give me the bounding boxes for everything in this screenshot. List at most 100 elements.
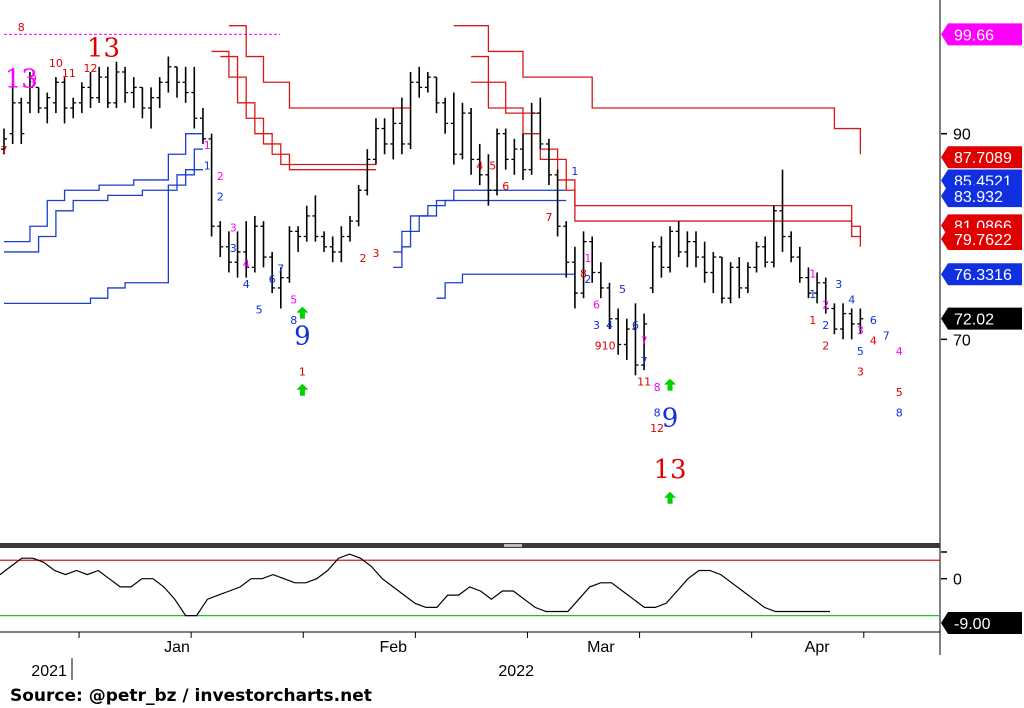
count-label: 910 [595,340,616,353]
price-tick-label: 90 [953,127,971,144]
price-axis: 907099.6687.708985.452183.93281.086679.7… [941,23,1022,634]
price-bar [26,71,33,114]
count-label: 4 [243,278,250,291]
count-label: 7 [883,329,890,342]
price-bar [372,118,379,165]
price-bars [1,56,864,376]
osc-tick-label: 0 [953,572,962,589]
count-label: 7 [545,211,552,224]
price-bar [347,215,353,242]
price-bar [122,66,129,103]
buy-arrow-icon [296,383,309,396]
price-bar [407,71,414,150]
price-bar [822,277,829,314]
buy-arrow-icon [664,491,677,504]
price-bar [675,221,682,258]
price-bar [580,231,587,299]
price-bar [753,241,760,273]
price-bar [18,97,25,144]
price-bar [537,97,544,150]
blue-line-2 [4,169,203,304]
price-bar [485,154,492,206]
year-label: 2021 [31,663,67,680]
price-bar [243,221,250,278]
count-label: 2 [822,340,829,353]
price-bar [148,87,155,129]
count-label: 3 [230,221,237,234]
price-bar [571,246,578,309]
price-bar [520,133,526,180]
count-label: 4 [870,334,877,347]
price-bar [545,138,552,186]
price-bar [390,107,397,160]
count-label: 12 [650,422,664,435]
price-bar [727,262,734,304]
count-label: 8 [896,406,903,419]
red-line-1 [471,55,861,239]
red-line-3 [228,25,411,109]
oscillator-panel [0,553,940,617]
price-bar [597,262,604,299]
osc-line [0,553,830,617]
price-bar [718,256,725,304]
count-label: 6 [870,314,877,327]
price-bar [277,267,284,309]
price-label: 76.3316 [941,263,1022,286]
count-label: 4 [896,345,903,358]
price-bar [615,308,622,355]
count-label: 4 [243,257,250,270]
price-bar [364,149,371,196]
price-bar [848,308,855,340]
price-bar [338,226,345,263]
price-bar [208,133,215,237]
price-bar [779,169,786,252]
count-label-large: 9 [662,404,679,434]
count-label: 8 [654,381,661,394]
count-label: 5 [256,304,263,317]
count-label: 7 [277,263,284,276]
price-bar [502,128,509,170]
price-bar [321,231,328,252]
count-label: 11 [637,376,651,389]
count-label-large: 9 [294,321,311,351]
count-label: 5 [896,386,903,399]
count-label: 2 [584,273,591,286]
price-bar [199,107,206,144]
count-label: 10 [49,57,63,70]
buy-arrow-icon [296,306,309,319]
count-label: 3 [230,242,237,255]
price-label-bg [941,227,1022,250]
price-bar [174,66,180,98]
count-label: 1 [809,288,816,301]
count-label: 1 [571,165,578,178]
price-bar [459,102,466,160]
count-label: 3 [857,365,864,378]
price-bar [416,66,423,98]
price-bar [355,185,362,227]
price-bar [398,97,405,155]
price-bar [225,231,232,273]
price-label-text: 76.3316 [954,267,1012,284]
price-bar [329,236,336,263]
count-label: 2 [359,252,366,265]
panel-separator [0,543,940,548]
count-label: 1 [809,314,816,327]
price-bar [563,221,570,278]
source-credit: Source: @petr_bz / investorcharts.net [10,686,372,706]
price-bar [269,251,276,294]
price-bar [476,143,483,186]
red-resistance-lines [211,25,861,247]
buy-arrow-icon [664,378,677,391]
year-label: 2022 [498,663,534,680]
count-label: 8 [18,21,25,34]
price-bar [251,215,258,273]
blue-line-4 [393,199,567,253]
price-bar [606,282,613,330]
count-label: 3 [593,319,600,332]
price-bar [70,97,77,119]
price-label-text: 83.932 [954,189,1003,206]
red-line-5 [220,55,376,171]
price-bar [191,66,198,129]
price-bar [788,231,795,263]
